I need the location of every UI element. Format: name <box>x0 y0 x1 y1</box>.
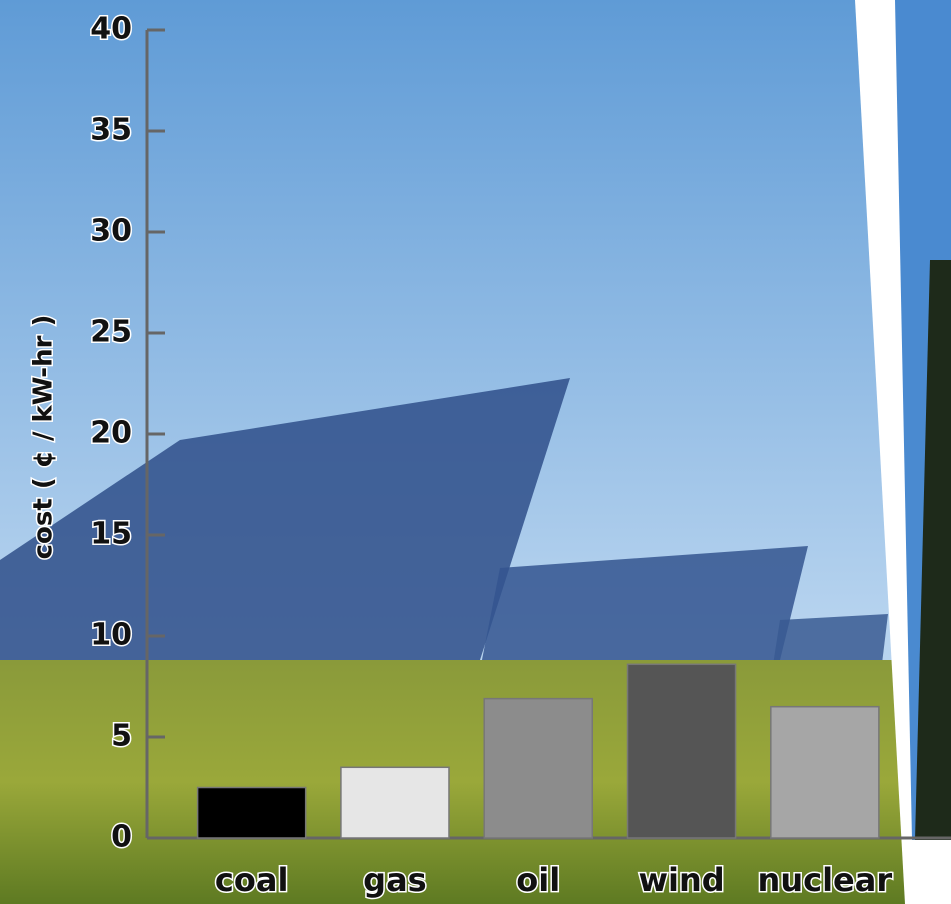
bar <box>483 697 594 839</box>
x-tick-label: nuclear <box>758 861 893 899</box>
y-tick-label: 0 <box>111 820 132 855</box>
y-tick-label: 10 <box>90 618 132 653</box>
y-tick-label: 35 <box>90 113 132 148</box>
y-tick-label: 30 <box>90 214 132 249</box>
x-tick-label: coal <box>215 861 289 899</box>
y-axis-label: cost ( ¢ / kW-hr ) <box>29 315 59 560</box>
y-tick-label: 5 <box>111 719 132 754</box>
bar <box>626 663 737 839</box>
bar <box>770 705 880 839</box>
x-tick-label: wind <box>638 861 724 899</box>
x-tick-label: oil <box>516 861 560 899</box>
y-tick-label: 40 <box>90 12 132 47</box>
y-tick-label: 15 <box>90 517 132 552</box>
y-tick-label: 20 <box>90 416 132 451</box>
y-tick-label: 25 <box>90 315 132 350</box>
bar <box>196 786 307 839</box>
x-tick-label: gas <box>363 861 427 899</box>
bar <box>340 766 450 839</box>
